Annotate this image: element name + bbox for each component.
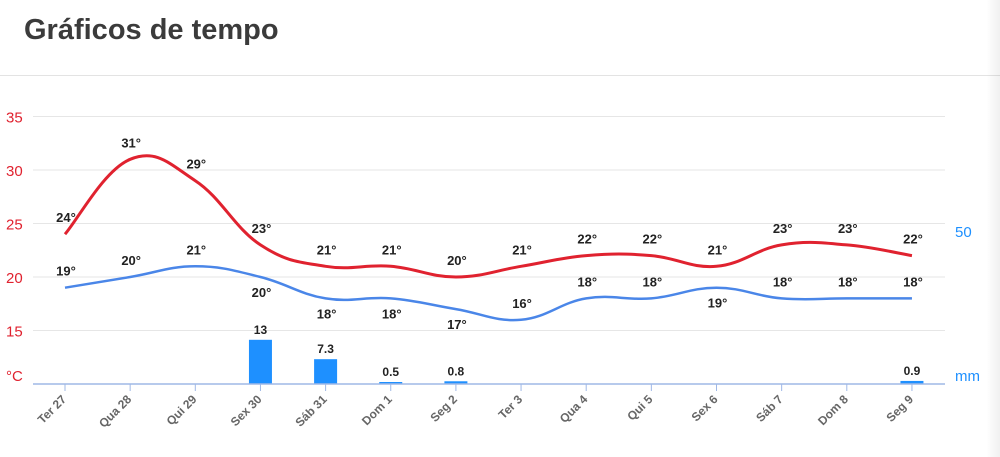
x-tick-label: Dom 1 (359, 392, 395, 428)
precipitation-bar (248, 339, 272, 384)
data-label-max: 22° (643, 232, 663, 247)
precipitation-label: 13 (254, 323, 268, 337)
data-label-min: 18° (838, 274, 858, 289)
data-label-min: 19° (56, 264, 76, 279)
x-tick-label: Seg 9 (884, 392, 917, 425)
y-left-unit: °C (6, 368, 23, 385)
precipitation-label: 0.5 (382, 365, 399, 379)
data-label-max: 21° (512, 242, 532, 257)
y-right-tick-label: 50 (955, 224, 972, 241)
data-label-max: 31° (121, 135, 141, 150)
data-label-max: 22° (903, 232, 923, 247)
data-label-min: 20° (121, 253, 141, 268)
y-tick-label: 15 (6, 324, 23, 341)
y-right-unit: mm (955, 368, 980, 385)
x-tick-label: Sáb 31 (292, 392, 329, 429)
x-tick-label: Qui 29 (164, 392, 200, 428)
data-label-max: 20° (447, 253, 467, 268)
x-tick-label: Ter 27 (35, 392, 70, 427)
x-tick-label: Dom 8 (815, 392, 851, 428)
x-tick-label: Qua 4 (557, 392, 591, 426)
page-title: Gráficos de tempo (24, 14, 279, 46)
data-label-min: 18° (382, 306, 402, 321)
series-line-min (64, 265, 912, 322)
series-line-max (63, 154, 913, 279)
data-label-min: 19° (708, 296, 728, 311)
y-tick-label: 20 (6, 270, 23, 287)
x-tick-label: Sex 6 (689, 392, 721, 424)
precipitation-bar (444, 381, 468, 384)
data-label-max: 22° (577, 232, 597, 247)
x-tick-label: Qua 28 (96, 392, 134, 430)
precipitation-bar (379, 382, 403, 384)
data-label-min: 18° (577, 274, 597, 289)
data-label-min: 17° (447, 317, 467, 332)
data-label-max: 21° (317, 242, 337, 257)
data-label-max: 29° (186, 157, 206, 172)
data-label-max: 23° (838, 221, 858, 236)
data-label-min: 18° (643, 274, 663, 289)
y-tick-label: 30 (6, 163, 23, 180)
data-label-max: 23° (773, 221, 793, 236)
data-label-min: 16° (512, 296, 532, 311)
data-label-min: 20° (252, 285, 272, 300)
data-label-max: 23° (252, 221, 272, 236)
precipitation-label: 0.9 (904, 364, 921, 378)
precipitation-label: 7.3 (317, 342, 334, 356)
precipitation-bar (314, 359, 338, 384)
y-tick-label: 25 (6, 217, 23, 234)
data-label-min: 18° (903, 274, 923, 289)
data-label-max: 21° (708, 242, 728, 257)
data-label-max: 24° (56, 210, 76, 225)
header: Gráficos de tempo (0, 0, 1000, 76)
data-label-min: 21° (186, 242, 206, 257)
x-tick-label: Sex 30 (228, 392, 265, 429)
scroll-edge-shadow (986, 0, 1000, 457)
x-tick-label: Ter 3 (496, 392, 526, 422)
precipitation-bar (900, 380, 924, 384)
data-label-min: 18° (773, 274, 793, 289)
data-label-max: 21° (382, 242, 402, 257)
x-tick-label: Seg 2 (427, 392, 460, 425)
x-tick-label: Sáb 7 (753, 392, 786, 425)
data-label-min: 18° (317, 306, 337, 321)
x-tick-label: Qui 5 (624, 392, 655, 423)
y-tick-label: 35 (6, 110, 23, 127)
precipitation-label: 0.8 (448, 364, 465, 378)
